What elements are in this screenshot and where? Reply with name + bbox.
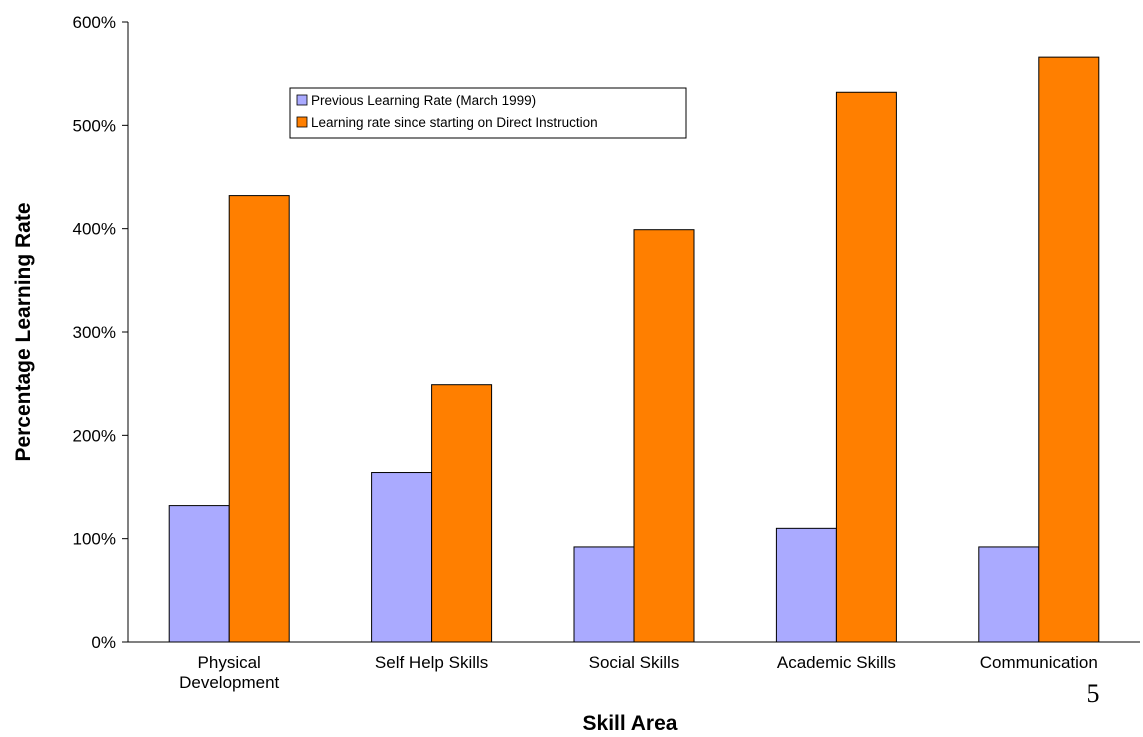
bar-series-1-category-1 bbox=[431, 384, 493, 643]
y-axis-ticks: 0% 100% 200% 300% 400% 500% 600% bbox=[73, 13, 128, 652]
x-axis-category-labels: Physical Development Self Help Skills Socia… bbox=[179, 653, 1098, 692]
legend-box bbox=[289, 87, 687, 139]
x-category-label: Communication bbox=[980, 653, 1098, 672]
y-tick-label: 0% bbox=[91, 633, 116, 652]
legend-swatch-direct-instruction bbox=[296, 116, 308, 128]
x-axis-title: Skill Area bbox=[583, 712, 678, 735]
y-tick-label: 500% bbox=[73, 116, 116, 135]
bar-series-0-category-0 bbox=[168, 505, 230, 643]
page-number: 5 bbox=[1087, 679, 1100, 708]
bar-series-0-category-2 bbox=[573, 546, 635, 643]
legend-swatch-previous bbox=[296, 94, 308, 106]
bar-series-0-category-3 bbox=[775, 527, 837, 643]
y-tick-label: 100% bbox=[73, 530, 116, 549]
bar-series-1-category-0 bbox=[228, 195, 290, 643]
legend-label-direct-instruction: Learning rate since starting on Direct I… bbox=[311, 115, 598, 130]
legend: Previous Learning Rate (March 1999) Lear… bbox=[289, 87, 687, 139]
x-category-label: Academic Skills bbox=[777, 653, 896, 672]
x-category-label: Social Skills bbox=[589, 653, 680, 672]
bar-series-0-category-1 bbox=[371, 472, 433, 643]
bar-series-1-category-2 bbox=[633, 229, 695, 643]
x-category-label: Self Help Skills bbox=[375, 653, 488, 672]
y-axis-title: Percentage Learning Rate bbox=[12, 202, 35, 461]
y-tick-label: 600% bbox=[73, 13, 116, 32]
bar-series-0-category-4 bbox=[978, 546, 1040, 643]
x-category-label: Physical Development bbox=[179, 653, 279, 692]
bar-series-1-category-3 bbox=[835, 91, 897, 643]
y-tick-label: 300% bbox=[73, 323, 116, 342]
y-tick-label: 200% bbox=[73, 426, 116, 445]
y-tick-label: 400% bbox=[73, 220, 116, 239]
legend-label-previous: Previous Learning Rate (March 1999) bbox=[311, 93, 536, 108]
bars bbox=[168, 56, 1100, 643]
bar-series-1-category-4 bbox=[1038, 56, 1100, 643]
